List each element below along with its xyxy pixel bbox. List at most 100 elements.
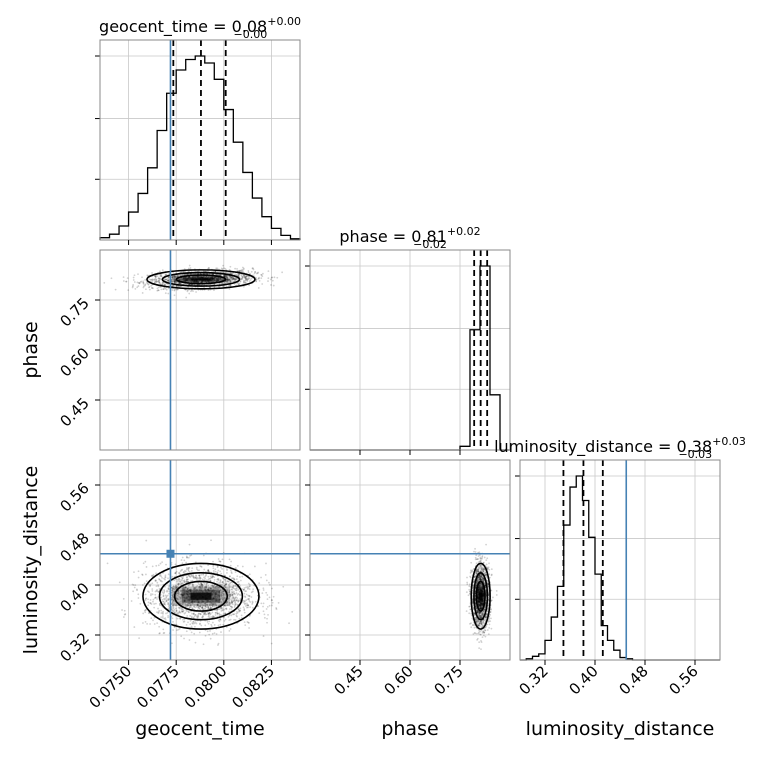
panel-geocent-vs-phase-point <box>182 278 184 280</box>
panel-geocent-vs-distance-point <box>158 625 161 628</box>
panel-geocent-vs-phase-point <box>187 279 190 282</box>
panel-geocent-vs-distance-point <box>203 568 206 571</box>
panel-geocent-vs-phase-point <box>165 278 167 281</box>
panel-geocent-vs-phase-point <box>186 290 189 293</box>
panel-geocent-vs-phase-point <box>207 280 209 283</box>
panel-geocent-vs-distance-point <box>258 582 261 585</box>
panel-geocent-vs-phase-point <box>238 270 241 273</box>
panel-geocent-vs-phase-point <box>244 282 247 284</box>
panel-geocent-vs-distance-point <box>258 612 261 615</box>
panel-phase-vs-distance-point <box>482 634 485 637</box>
panel-geocent-vs-phase-point <box>209 275 212 278</box>
panel-geocent-vs-distance-point <box>211 584 214 587</box>
panel-geocent-vs-phase-point <box>213 277 216 280</box>
panel-geocent-vs-distance-point <box>152 619 154 622</box>
panel-geocent-vs-phase-point <box>163 286 166 289</box>
panel-geocent-vs-distance-point <box>122 597 125 600</box>
panel-geocent-vs-phase-point <box>246 279 249 282</box>
panel-geocent-vs-phase-point <box>256 272 259 275</box>
panel-geocent-vs-phase-point <box>165 278 168 281</box>
panel-geocent-vs-distance-point <box>266 617 268 620</box>
panel-geocent-vs-phase-point <box>247 271 250 274</box>
panel-geocent-vs-phase-point <box>244 280 246 282</box>
panel-geocent-vs-phase-point <box>214 276 216 279</box>
panel-geocent-vs-phase-point <box>242 268 245 271</box>
panel-geocent-vs-distance-point <box>191 600 194 603</box>
panel-geocent-vs-phase-point <box>242 285 245 288</box>
panel-geocent-vs-phase-point <box>196 276 199 279</box>
panel-geocent-vs-phase-point <box>174 275 176 278</box>
panel-geocent-vs-phase-point <box>164 283 167 285</box>
panel-geocent-vs-phase-point <box>209 276 212 279</box>
panel-geocent-vs-phase-point <box>201 276 204 279</box>
panel-geocent-vs-distance-point <box>266 621 268 624</box>
panel-geocent-vs-phase-point <box>160 275 163 278</box>
panel-geocent-vs-phase-point <box>247 277 250 280</box>
panel-phase-vs-distance-point <box>474 551 477 553</box>
panel-geocent-vs-distance-point <box>200 585 203 588</box>
panel-geocent-vs-phase-point <box>216 278 219 281</box>
panel-geocent-vs-phase-point <box>168 273 170 276</box>
panel-phase-vs-distance-point <box>472 633 475 635</box>
panel-phase-vs-distance-point <box>466 581 469 584</box>
panel-geocent-vs-distance-point <box>213 632 216 634</box>
panel-geocent-vs-phase-point <box>230 276 233 279</box>
panel-geocent-vs-phase-point <box>226 275 228 278</box>
panel-geocent-vs-distance-point <box>246 621 249 623</box>
panel-geocent-vs-distance-point <box>231 588 234 591</box>
panel-geocent-vs-phase-point <box>220 279 223 282</box>
panel-geocent-vs-phase-point <box>206 276 209 279</box>
panel-geocent-vs-phase-point <box>157 280 160 283</box>
panel-geocent-vs-phase-point <box>185 279 188 282</box>
panel-geocent-vs-phase-point <box>222 264 225 267</box>
panel-geocent-vs-distance-point <box>183 637 185 640</box>
panel-geocent-vs-distance-point <box>249 606 252 609</box>
panel-geocent-vs-phase-point <box>176 274 179 277</box>
panel-geocent-vs-phase-point <box>191 276 194 279</box>
panel-geocent-vs-phase-point <box>230 277 233 279</box>
panel-geocent-vs-phase-point <box>269 278 272 281</box>
panel-geocent-vs-phase-point <box>276 276 279 279</box>
panel-geocent-vs-distance-frame <box>100 460 300 660</box>
panel-geocent-vs-phase-point <box>164 287 167 290</box>
panel-geocent-vs-distance-point <box>144 560 147 563</box>
panel-geocent-vs-phase-point <box>174 281 177 284</box>
panel-geocent-vs-phase-point <box>159 275 162 278</box>
panel-geocent-vs-phase-point <box>179 277 182 280</box>
panel-geocent-vs-phase-point <box>215 267 218 270</box>
panel-geocent-vs-phase-point <box>148 288 151 291</box>
panel-geocent-vs-phase-point <box>212 273 214 276</box>
panel-geocent-vs-distance-point <box>175 585 177 587</box>
panel-geocent-vs-phase-point <box>188 283 191 286</box>
panel-geocent-vs-phase-point <box>210 280 213 283</box>
panel-geocent-vs-phase-point <box>200 275 203 278</box>
panel-geocent-vs-phase-point <box>214 279 217 282</box>
panel-geocent-vs-phase-point <box>207 276 210 279</box>
panel-geocent-vs-phase-point <box>189 278 192 281</box>
panel-geocent-vs-phase-point <box>194 275 197 278</box>
panel-geocent-vs-phase-point <box>191 276 194 279</box>
panel-geocent-vs-phase-point <box>188 279 191 282</box>
panel-geocent-vs-distance-point <box>243 601 245 604</box>
panel-geocent-vs-phase-point <box>270 284 272 286</box>
hist-geocent-time-title-main: geocent_time = 0.08 <box>99 17 267 37</box>
panel-geocent-vs-phase-point <box>159 278 162 281</box>
panel-geocent-vs-phase-point <box>126 277 129 280</box>
panel-geocent-vs-distance-point <box>177 628 180 631</box>
panel-geocent-vs-phase-point <box>181 274 184 277</box>
panel-geocent-vs-phase-point <box>241 268 243 271</box>
panel-geocent-vs-phase-point <box>185 277 188 280</box>
panel-geocent-vs-distance-point <box>199 622 201 625</box>
panel-geocent-vs-phase-point <box>193 281 196 283</box>
panel-geocent-vs-phase-point <box>190 280 192 283</box>
panel-geocent-vs-phase-point <box>212 277 215 280</box>
panel-geocent-vs-phase-point <box>271 279 274 282</box>
panel-geocent-vs-phase-point <box>156 287 159 290</box>
panel-geocent-vs-phase-point <box>125 280 128 283</box>
panel-geocent-vs-phase-point <box>229 278 232 281</box>
panel-geocent-vs-distance-point <box>248 597 250 600</box>
panel-geocent-vs-distance-point <box>275 608 278 610</box>
panel-geocent-vs-phase-point <box>184 270 187 273</box>
panel-geocent-vs-phase-point <box>226 277 229 279</box>
panel-geocent-vs-phase-point <box>114 288 117 291</box>
